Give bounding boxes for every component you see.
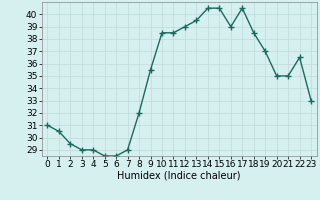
X-axis label: Humidex (Indice chaleur): Humidex (Indice chaleur) bbox=[117, 171, 241, 181]
